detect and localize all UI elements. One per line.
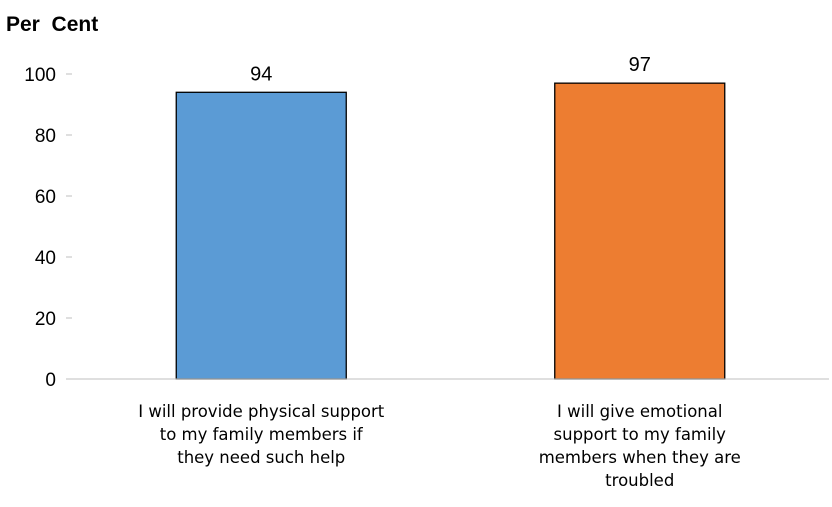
x-category-label: they need such help [177,448,345,467]
y-tick-label: 60 [35,187,56,208]
y-axis-label: Per Cent [6,13,98,36]
x-category-label: I will give emotional [557,402,722,421]
x-category-label: I will provide physical support [138,402,385,421]
y-axis-ticks: 0 20 40 60 80 100 [24,65,72,391]
bar [175,91,347,380]
data-label: 94 [250,63,272,85]
y-tick-label: 40 [35,248,56,269]
y-tick-label: 0 [45,370,56,391]
x-category-label: support to my family [554,425,727,444]
data-label: 97 [629,54,651,76]
category-labels: I will provide physical support to my fam… [138,402,741,490]
data-labels: 94 97 [250,54,651,85]
bar [554,82,726,380]
x-category-label: to my family members if [160,425,364,444]
x-category-label: troubled [605,471,674,490]
y-tick-label: 100 [24,65,56,86]
x-category-label: members when they are [539,448,741,467]
y-tick-label: 20 [35,309,56,330]
y-tick-label: 80 [35,126,56,147]
bars [175,82,726,380]
